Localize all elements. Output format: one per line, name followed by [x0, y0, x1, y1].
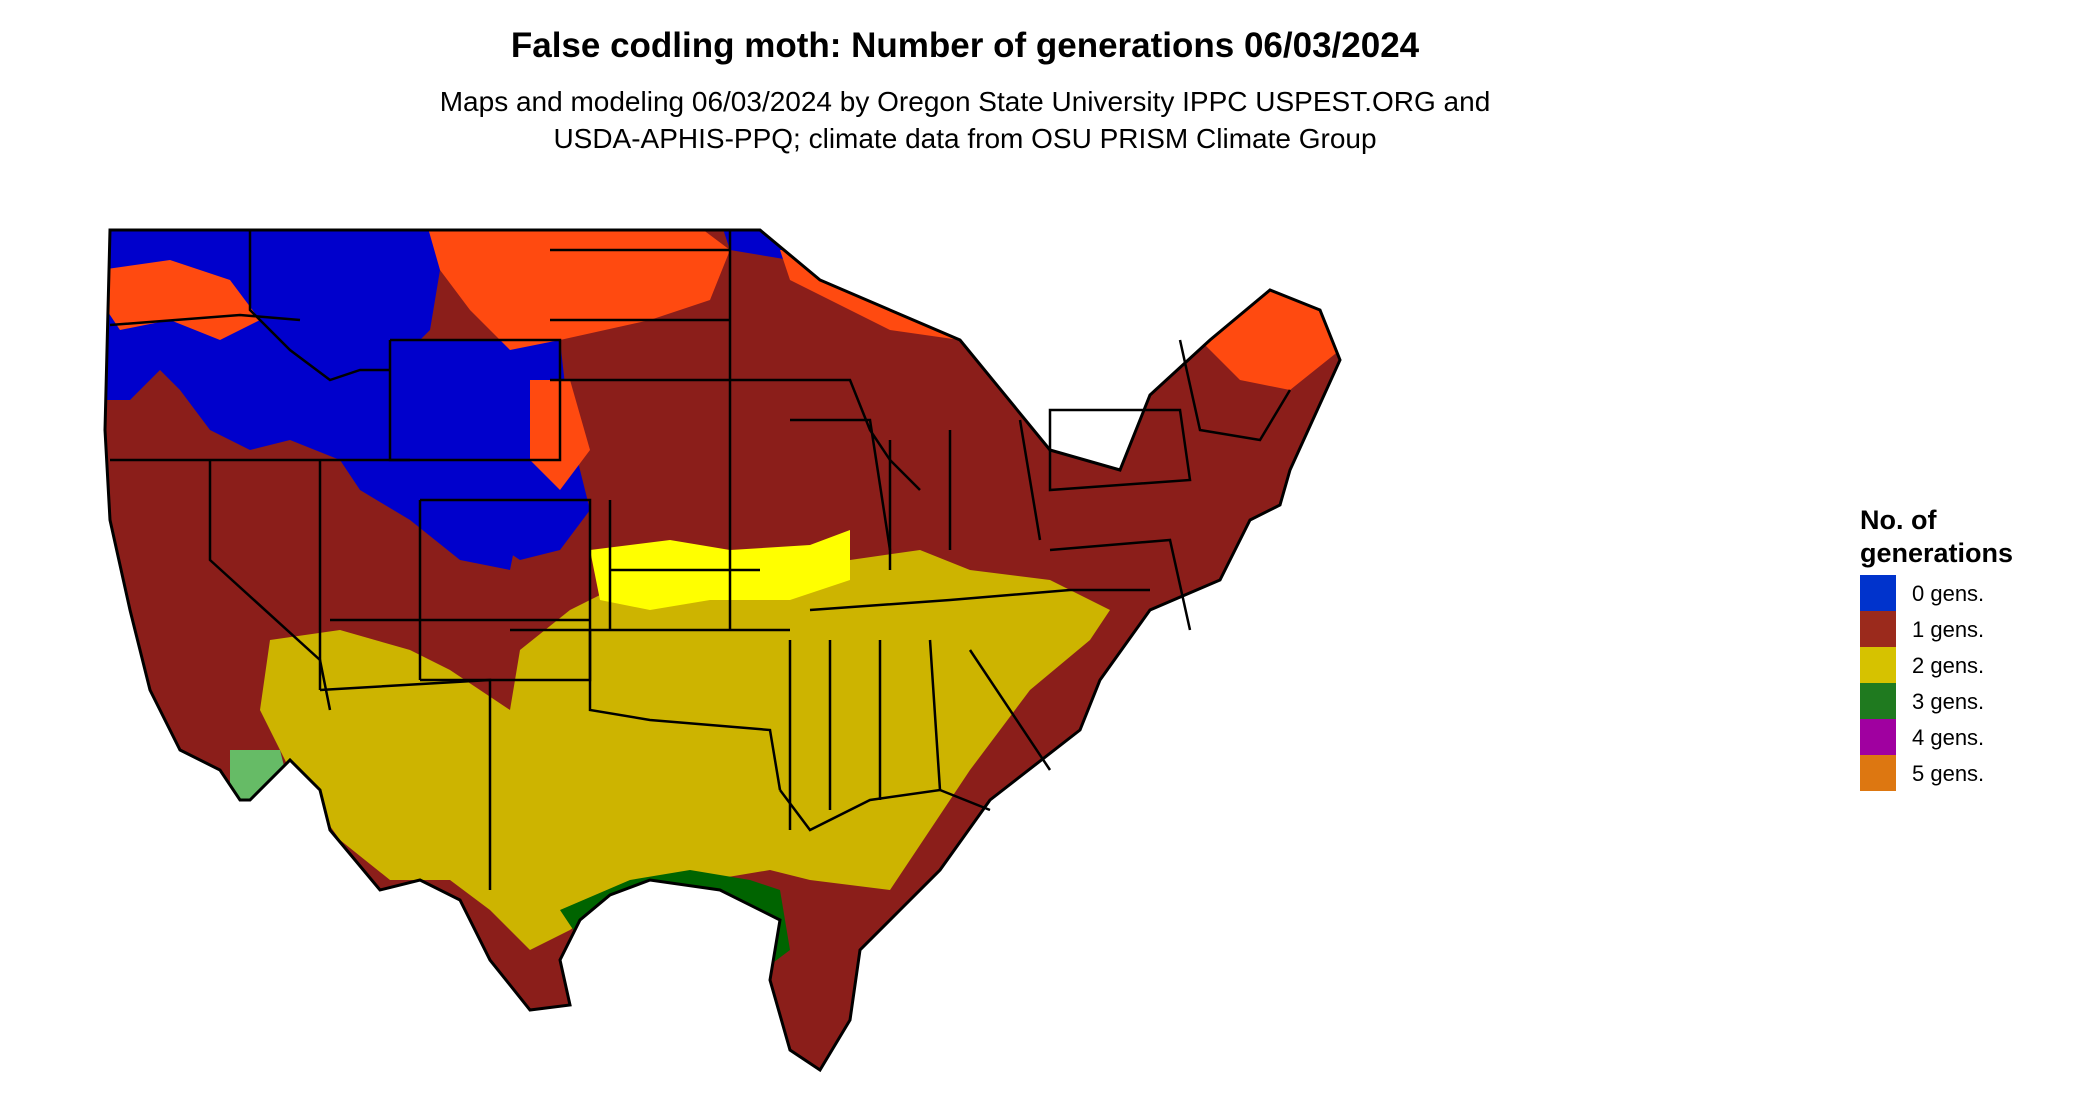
legend-swatch: [1860, 575, 1896, 611]
legend-item-4-gens: 4 gens.: [1860, 719, 2080, 755]
legend-item-0-gens: 0 gens.: [1860, 575, 2080, 611]
legend-label: 2 gens.: [1912, 653, 1985, 678]
border-co: [420, 498, 592, 682]
border-mid-atlantic: [1048, 408, 1192, 492]
border-wa-or: [109, 313, 301, 327]
border-ca-nv: [208, 460, 332, 711]
legend-swatch: [1860, 611, 1896, 647]
border-ky-tn: [809, 588, 1150, 612]
legend-swatch: [1860, 683, 1896, 719]
legend-swatch: [1860, 719, 1896, 755]
border-ks-ok: [590, 568, 790, 632]
generation-regions: [105, 230, 1340, 1070]
legend-label: 0 gens.: [1912, 581, 1985, 606]
legend-title-line-1: No. of: [1860, 505, 1937, 535]
legend-title: No. of generations: [1860, 504, 2080, 570]
legend-item-1-gens: 1 gens.: [1860, 611, 2080, 647]
legend-swatch: [1860, 647, 1896, 683]
border-wy: [388, 338, 562, 462]
legend-label: 4 gens.: [1912, 725, 1985, 750]
border-il-in-oh: [888, 419, 1042, 570]
border-ok-tx: [510, 628, 782, 791]
region-one-light-pacific-northwest: [105, 260, 260, 340]
region-zero-generation-northwoods: [710, 230, 990, 260]
border-ny-new-england: [1178, 339, 1292, 442]
state-borders: [109, 230, 1292, 890]
region-three-generations-florida: [990, 820, 1090, 980]
border-va-nc: [1049, 538, 1192, 631]
map-subtitle-line-1: Maps and modeling 06/03/2024 by Oregon S…: [439, 86, 1491, 117]
legend-item-5-gens: 5 gens.: [1860, 755, 2080, 791]
border-midwest: [730, 378, 921, 551]
map-subtitle-line-2: USDA-APHIS-PPQ; climate data from OSU PR…: [553, 123, 1377, 154]
border-plains-columns: [608, 230, 732, 630]
border-dakotas: [550, 248, 730, 382]
us-outline: [103, 228, 1342, 1073]
border-id-mt: [248, 230, 390, 382]
region-two-generations-south: [260, 550, 1110, 950]
legend-label: 1 gens.: [1912, 617, 1985, 642]
map-title: False codling moth: Number of generation…: [510, 26, 1420, 65]
border-az-nm: [319, 678, 492, 890]
legend-item-2-gens: 2 gens.: [1860, 647, 2080, 683]
border-southeast: [788, 639, 1052, 830]
region-one-light-northern-plains: [420, 230, 730, 350]
legend-label: 5 gens.: [1912, 761, 1985, 786]
legend-title-line-2: generations: [1860, 538, 2014, 568]
border-gulf-states: [779, 788, 991, 832]
region-four-generations-texas: [610, 960, 690, 1040]
legend-swatch: [1860, 755, 1896, 791]
us-generations-map: [103, 228, 1342, 1073]
legend-item-3-gens: 3 gens.: [1860, 683, 2080, 719]
legend: No. of generations 0 gens. 1 gens. 2 gen…: [1860, 504, 2080, 791]
region-four-generations-florida: [1010, 960, 1090, 1060]
legend-label: 3 gens.: [1912, 689, 1985, 714]
region-three-generations-desert: [230, 750, 290, 820]
